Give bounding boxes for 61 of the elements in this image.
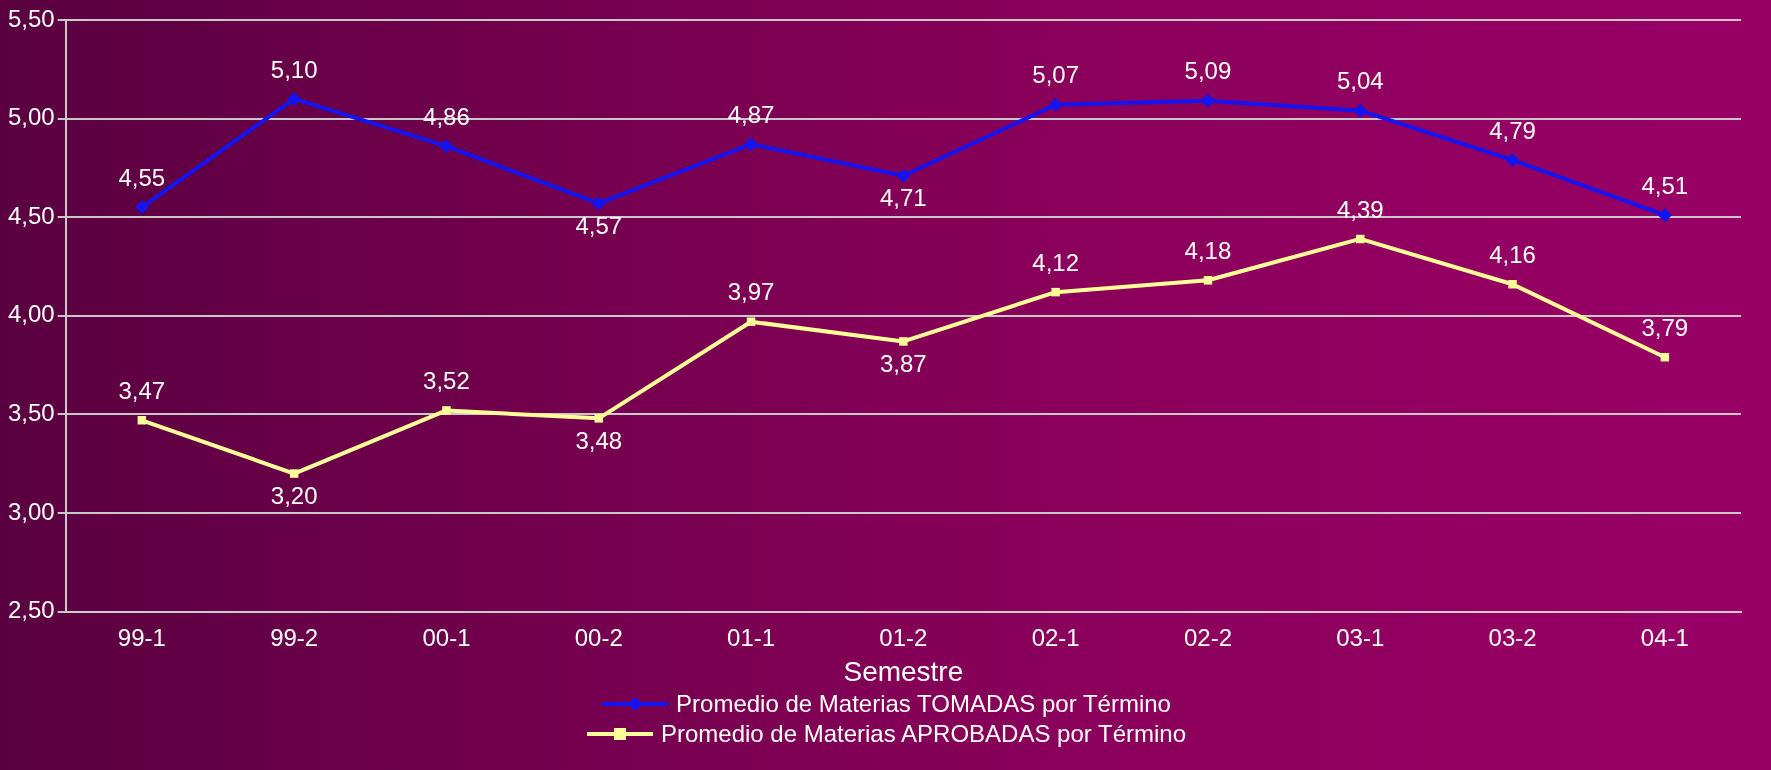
x-tick-label: 00-1	[422, 623, 471, 651]
data-label: 3,48	[575, 426, 623, 454]
x-tick-label: 02-1	[1031, 623, 1080, 651]
x-tick-label: 99-2	[270, 623, 319, 651]
point	[594, 414, 603, 423]
data-label: 4,39	[1336, 195, 1384, 223]
y-tick-label: 3,00	[7, 497, 55, 525]
point	[1200, 93, 1215, 108]
data-label: 4,18	[1184, 236, 1232, 264]
data-label: 4,12	[1032, 248, 1080, 276]
point	[1657, 208, 1672, 223]
point	[591, 196, 606, 211]
x-tick-label: 02-2	[1183, 623, 1232, 651]
y-tick-label: 3,50	[7, 399, 55, 427]
point	[287, 91, 302, 106]
y-tick-label: 4,00	[7, 300, 55, 328]
data-label: 4,71	[880, 184, 927, 212]
legend-label: Promedio de Materias TOMADAS por Término	[676, 690, 1171, 718]
point	[1048, 97, 1063, 112]
x-tick-label: 01-2	[879, 623, 928, 651]
data-label: 4,55	[118, 163, 166, 191]
data-label: 4,57	[575, 212, 623, 240]
data-label: 3,87	[880, 350, 927, 378]
point	[1505, 153, 1520, 168]
legend-label: Promedio de Materias APROBADAS por Término	[660, 720, 1187, 748]
data-label: 4,16	[1489, 240, 1536, 268]
x-tick-label: 99-1	[117, 623, 166, 651]
x-tick-label: 04-1	[1640, 623, 1689, 651]
x-tick-label: 03-1	[1336, 623, 1385, 651]
data-label: 4,51	[1641, 171, 1689, 199]
data-label: 5,10	[270, 55, 318, 83]
point	[744, 137, 759, 152]
point	[1203, 276, 1213, 285]
point	[1051, 287, 1060, 297]
point	[137, 416, 147, 425]
data-label: 4,79	[1489, 116, 1536, 144]
x-tick-label: 01-1	[727, 623, 776, 651]
data-label: 3,52	[423, 367, 470, 395]
point	[896, 168, 911, 183]
point	[899, 337, 908, 346]
point	[1353, 103, 1368, 118]
data-label: 3,97	[727, 278, 775, 306]
data-label: 5,04	[1336, 67, 1384, 95]
y-tick-label: 5,50	[7, 4, 55, 32]
data-label: 3,47	[118, 376, 166, 404]
point	[289, 469, 299, 478]
point	[439, 139, 454, 154]
point	[134, 200, 149, 215]
point	[442, 406, 451, 415]
y-tick-label: 5,00	[7, 103, 55, 131]
data-label: 3,79	[1641, 313, 1689, 341]
x-tick-label: 00-2	[574, 623, 623, 651]
y-tick-label: 2,50	[7, 596, 55, 624]
point	[1508, 280, 1517, 289]
data-label: 5,07	[1032, 61, 1080, 89]
data-label: 5,09	[1184, 57, 1232, 85]
data-label: 3,20	[270, 482, 318, 510]
point	[746, 317, 756, 326]
x-tick-label: 03-2	[1488, 623, 1537, 651]
x-axis-title: Semestre	[843, 655, 964, 687]
y-tick-label: 4,50	[7, 201, 55, 229]
